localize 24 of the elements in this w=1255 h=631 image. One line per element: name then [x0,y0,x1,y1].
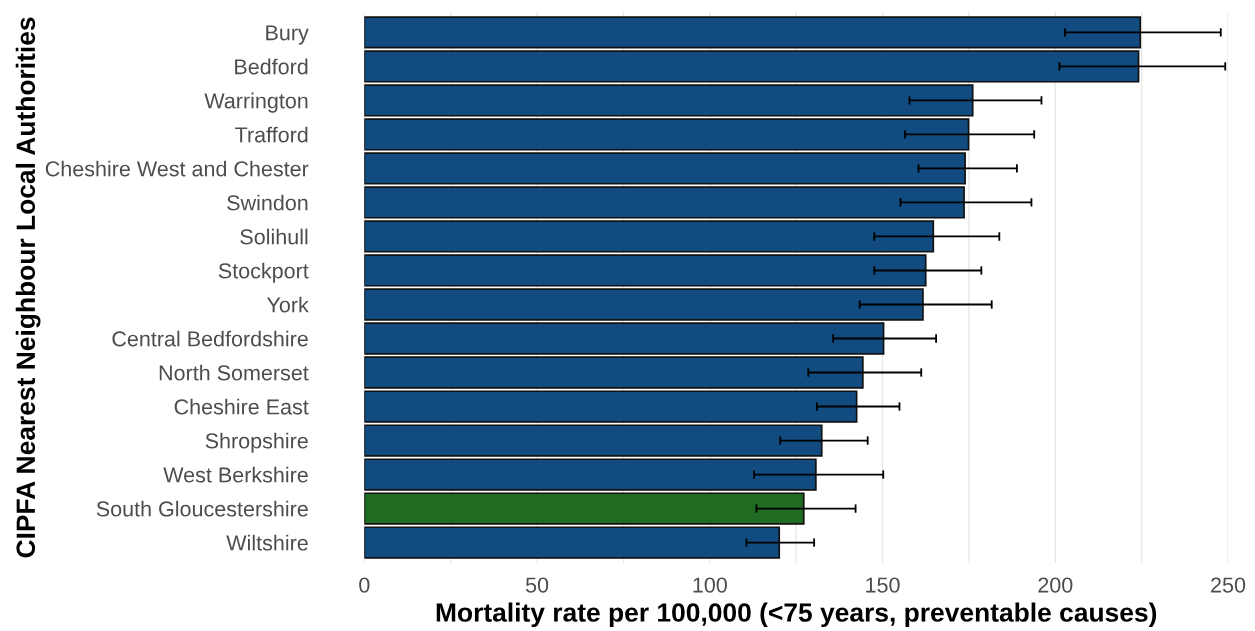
y-tick-label: York [266,296,309,313]
y-tick-label: Central Bedfordshire [112,330,308,347]
x-tick-label: 50 [525,577,549,593]
y-tick-label: Shropshire [205,432,308,453]
y-tick-label: Trafford [235,126,308,143]
y-axis-title: CIPFA Nearest Neighbour Local Authorities [15,17,41,558]
x-tick-label: 200 [1038,577,1073,593]
x-tick-label: 250 [1211,577,1246,593]
y-tick-label: West Berkshire [163,466,308,483]
y-tick-label: Solihull [240,228,308,245]
y-tick-label: Bury [266,25,309,45]
y-tick-label: Cheshire West and Chester [45,160,309,177]
y-tick-label: South Gloucestershire [96,500,308,517]
y-tick-label: Wiltshire [226,534,308,551]
y-tick-label: North Somerset [159,364,309,381]
x-axis-title: Mortality rate per 100,000 (<75 years, preventable causes) [436,602,1157,628]
y-tick-label: Stockport [218,262,309,283]
y-tick-label: Bedford [235,58,308,75]
y-tick-label: Warrington [204,92,308,113]
y-tick-label: Swindon [227,194,308,211]
x-tick-label: 100 [693,577,727,593]
y-tick-label: Cheshire East [174,398,309,415]
x-tick-label: 0 [359,577,370,593]
x-tick-label: 150 [866,577,900,593]
